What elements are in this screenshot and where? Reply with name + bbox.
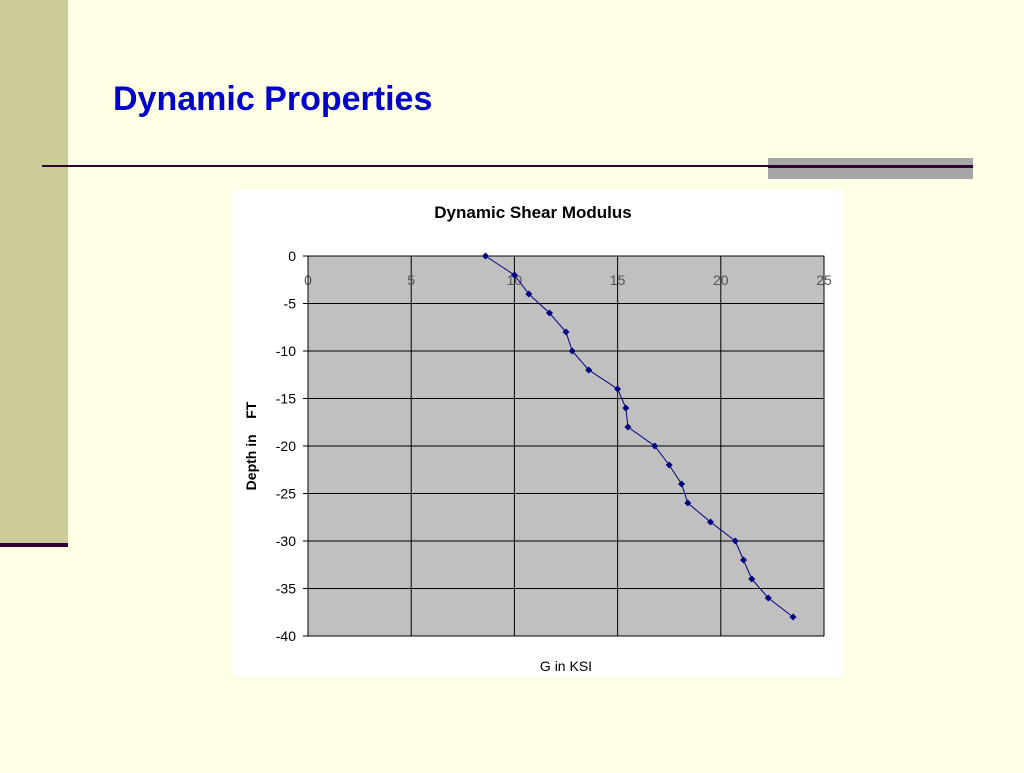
x-tick-label: 5: [407, 272, 415, 288]
data-point: [482, 252, 490, 260]
data-point: [748, 575, 756, 583]
y-tick-label: -10: [276, 343, 296, 359]
rule: [42, 165, 973, 167]
x-axis-label: G in KSI: [540, 658, 592, 674]
y-tick-label: -30: [276, 533, 296, 549]
data-point: [622, 404, 630, 412]
data-point: [684, 499, 692, 507]
x-tick-label: 20: [713, 272, 729, 288]
data-point: [568, 347, 576, 355]
y-tick-label: -40: [276, 628, 296, 644]
data-point: [510, 271, 518, 279]
x-tick-label: 15: [610, 272, 626, 288]
chart-title: Dynamic Shear Modulus: [434, 203, 631, 222]
data-point: [624, 423, 632, 431]
data-point: [731, 537, 739, 545]
x-tick-label: 10: [507, 272, 523, 288]
y-tick-label: -15: [276, 391, 296, 407]
data-point: [764, 594, 772, 602]
data-point: [545, 309, 553, 317]
y-tick-label: -35: [276, 581, 296, 597]
data-point: [614, 385, 622, 393]
data-point: [665, 461, 673, 469]
data-point: [651, 442, 659, 450]
rule-accent: [768, 158, 973, 179]
y-tick-label: 0: [288, 248, 296, 264]
data-point: [525, 290, 533, 298]
y-tick-label: -25: [276, 486, 296, 502]
data-point: [740, 556, 748, 564]
slide-title: Dynamic Properties: [113, 80, 432, 118]
rule-accent-line: [768, 165, 973, 168]
x-tick-label: 25: [816, 272, 832, 288]
data-point: [678, 480, 686, 488]
y-tick-label: -5: [284, 296, 297, 312]
side-bar-edge: [0, 543, 68, 547]
y-tick-label: -20: [276, 438, 296, 454]
side-bar: [0, 0, 68, 545]
series-line: [485, 255, 794, 618]
data-point: [562, 328, 570, 336]
data-point: [789, 613, 797, 621]
y-axis-label: Depth in FT: [243, 401, 259, 490]
data-point: [706, 518, 714, 526]
data-point: [585, 366, 593, 374]
